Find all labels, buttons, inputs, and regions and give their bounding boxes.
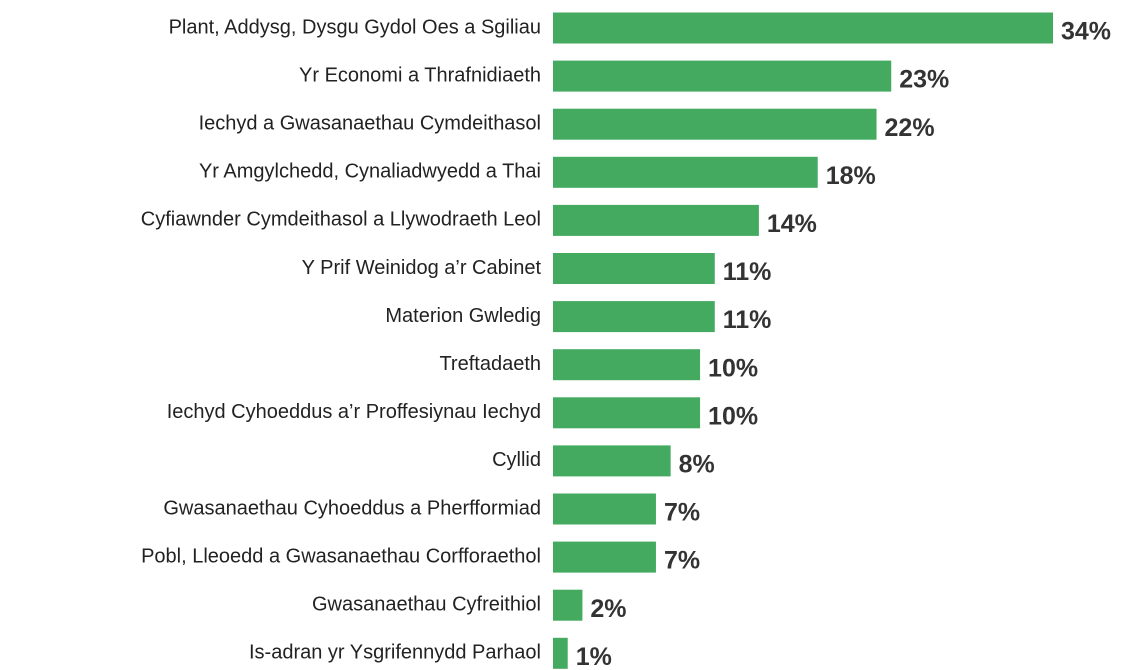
bar [553, 637, 568, 669]
bar [553, 589, 583, 621]
category-label: Plant, Addysg, Dysgu Gydol Oes a Sgiliau [169, 16, 541, 38]
value-label: 11% [723, 258, 772, 286]
bar [553, 493, 656, 525]
bar [553, 301, 715, 333]
bar [553, 204, 759, 236]
category-label: Is-adran yr Ysgrifennydd Parhaol [249, 642, 541, 664]
value-label: 11% [723, 306, 772, 334]
category-label: Cyfiawnder Cymdeithasol a Llywodraeth Le… [141, 209, 541, 231]
category-label: Materion Gwledig [385, 305, 541, 327]
category-label: Pobl, Lleoedd a Gwasanaethau Corfforaeth… [141, 545, 541, 567]
value-label: 7% [664, 547, 700, 575]
value-label: 8% [679, 451, 715, 479]
category-label: Yr Amgylchedd, Cynaliadwyedd a Thai [199, 161, 541, 183]
bar [553, 397, 701, 429]
bar [553, 445, 671, 477]
value-label: 2% [590, 595, 626, 623]
category-label: Gwasanaethau Cyfreithiol [312, 593, 541, 615]
value-label: 14% [767, 210, 817, 238]
bar [553, 253, 715, 284]
category-label: Y Prif Weinidog a’r Cabinet [302, 257, 542, 279]
bar [553, 541, 656, 573]
bar [553, 156, 818, 188]
category-label: Iechyd Cyhoeddus a’r Proffesiynau Iechyd [167, 401, 541, 423]
value-label: 10% [708, 402, 758, 430]
value-label: 1% [576, 643, 612, 670]
category-label: Treftadaeth [439, 353, 541, 375]
value-label: 10% [708, 354, 758, 382]
category-label: Cyllid [492, 449, 541, 471]
category-label: Yr Economi a Thrafnidiaeth [299, 64, 541, 86]
bar [553, 108, 877, 140]
value-label: 34% [1061, 18, 1111, 46]
category-label: Iechyd a Gwasanaethau Cymdeithasol [199, 112, 541, 134]
bar [553, 12, 1053, 44]
value-label: 23% [899, 66, 949, 94]
bar [553, 60, 892, 92]
value-label: 18% [826, 162, 876, 190]
category-label: Gwasanaethau Cyhoeddus a Pherfformiad [163, 497, 541, 519]
value-label: 22% [885, 114, 935, 142]
value-label: 7% [664, 499, 700, 527]
bar [553, 349, 701, 381]
